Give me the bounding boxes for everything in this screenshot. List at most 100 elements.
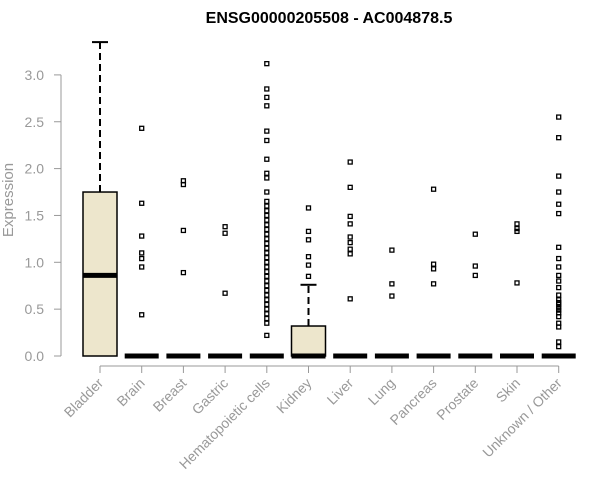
outlier-point [430,281,437,287]
outlier-point [264,128,270,134]
outlier-point [264,137,270,144]
outlier-point [556,135,562,141]
x-tick-label: Brain [113,375,147,409]
box-skin [500,221,534,359]
outlier-point [180,269,187,276]
outlier-point [264,301,270,308]
outlier-point [347,246,353,252]
outlier-point [264,203,270,209]
y-tick-label: 1.5 [25,207,45,223]
y-tick-label: 0.0 [25,348,45,364]
outlier-point [305,254,312,260]
outlier-point [556,307,562,313]
outlier-point [305,228,312,235]
outlier-point [264,292,270,298]
outlier-point [556,189,562,195]
x-tick-label: Prostate [433,375,481,423]
outlier-point [264,269,270,275]
outlier-point [556,244,562,250]
x-tick-label: Kidney [273,375,315,417]
outlier-point [139,255,145,262]
y-tick-label: 1.0 [25,254,45,270]
outlier-point [556,301,562,308]
y-tick-label: 2.0 [25,161,45,177]
box-kidney [290,205,327,359]
boxes-group [82,41,576,359]
outlier-point [556,292,562,298]
outlier-point [264,278,270,284]
x-tick-label: Bladder [61,375,107,421]
outlier-point [556,210,562,217]
outlier-point [264,264,270,270]
outlier-point [556,339,562,345]
outlier-point [264,315,270,322]
outlier-point [264,273,270,280]
y-axis-label: Expression [0,163,17,237]
outlier-point [264,306,270,312]
outlier-point [389,247,395,253]
outlier-point [222,230,228,236]
outlier-point [139,200,145,206]
outlier-point [556,284,562,291]
outlier-point [264,332,270,339]
x-tick-label: Skin [493,375,524,406]
outlier-point [264,236,270,242]
outlier-point [264,254,270,261]
outlier-point [264,94,270,101]
box-breast [166,178,201,359]
x-tick-label: Unknown / Other [479,375,565,461]
outlier-point [264,170,270,176]
outlier-point [556,201,562,207]
outlier-point [472,272,478,279]
outlier-point [264,250,270,256]
outlier-point [305,273,312,280]
outlier-point [264,245,270,251]
outlier-point [264,175,270,181]
outlier-point [347,159,353,165]
box-pancreas [416,186,451,359]
outlier-point [347,213,353,220]
outlier-point [264,259,270,265]
outlier-point [139,125,145,131]
x-tick-label: Lung [365,375,398,408]
y-axis: 0.0 0.5 1.0 1.5 2.0 2.5 3.0 [25,67,62,364]
outlier-point [430,261,437,267]
outlier-point [556,313,562,320]
outlier-point [264,283,270,289]
outlier-point [347,296,353,302]
outlier-point [139,233,145,239]
outlier-point [514,228,520,235]
outlier-point [264,208,270,214]
outlier-point [305,205,312,211]
outlier-point [556,297,562,303]
outlier-point [556,255,562,262]
outlier-point [305,237,312,243]
outlier-point [180,181,187,188]
box-brain [124,125,159,359]
y-tick-label: 3.0 [25,67,45,83]
outlier-point [556,324,562,330]
x-tick-label: Liver [324,375,357,408]
x-tick-label: Breast [150,375,190,415]
chart-title: ENSG00000205508 - AC004878.5 [206,10,453,27]
outlier-point [514,221,520,227]
box-prostate [458,231,493,359]
outlier-point [472,263,478,269]
outlier-point [347,234,353,240]
outlier-point [264,240,270,247]
outlier-point [264,103,270,109]
outlier-point [264,231,270,237]
outlier-point [556,304,562,310]
outlier-point [556,343,562,350]
outlier-point [264,156,270,162]
outlier-point [264,189,270,195]
outlier-point [264,287,270,294]
outlier-point [514,280,520,286]
y-tick-label: 0.5 [25,301,45,317]
box-liver [333,159,368,359]
outlier-point [556,278,562,284]
outlier-point [264,297,270,303]
outlier-point [264,320,270,326]
